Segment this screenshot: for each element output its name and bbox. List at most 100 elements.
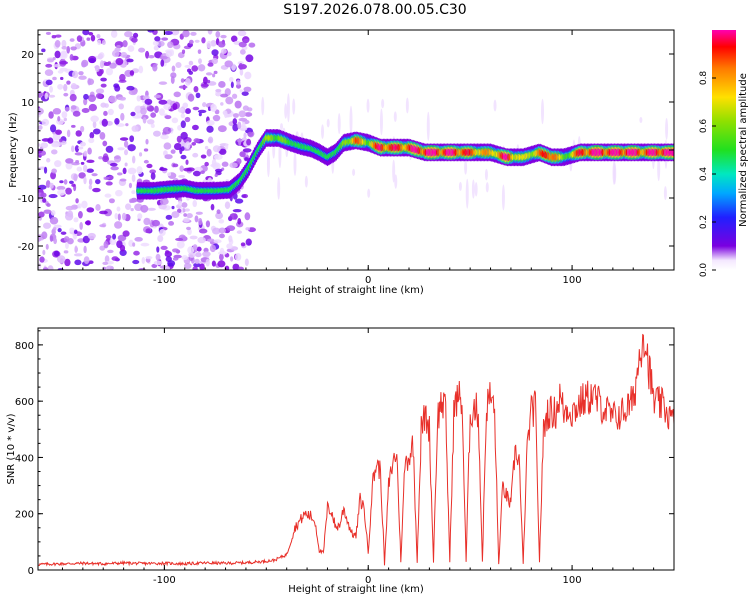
noise-blob — [77, 203, 82, 209]
noise-blob — [69, 38, 75, 42]
noise-blob — [246, 107, 253, 112]
noise-blob — [237, 30, 247, 37]
noise-blob — [70, 145, 75, 153]
noise-blob — [154, 105, 159, 114]
noise-blob — [158, 204, 167, 210]
noise-blob — [170, 149, 176, 154]
noise-blob — [96, 34, 101, 39]
noise-blob — [82, 235, 90, 244]
noise-blob — [109, 238, 117, 246]
noise-blob — [234, 100, 242, 109]
noise-blob — [105, 234, 112, 240]
noise-blob — [246, 138, 252, 146]
noise-blob — [145, 138, 149, 145]
noise-blob — [161, 37, 169, 41]
noise-blob — [163, 103, 172, 111]
noise-blob — [84, 220, 91, 225]
faint-streak — [366, 98, 370, 113]
faint-streak — [352, 168, 356, 176]
colorbar-tick-label: 0.4 — [699, 167, 709, 182]
noise-blob — [151, 219, 161, 227]
noise-blob — [177, 107, 185, 113]
noise-blob — [119, 73, 126, 82]
colorbar-gradient — [712, 30, 736, 270]
noise-blob — [105, 145, 114, 153]
noise-blob — [129, 70, 135, 76]
noise-blob — [81, 108, 90, 113]
noise-blob — [231, 93, 238, 99]
noise-blob — [49, 85, 53, 93]
noise-blob — [147, 207, 156, 211]
noise-blob — [117, 172, 123, 176]
noise-blob — [130, 207, 134, 212]
noise-blob — [73, 253, 83, 257]
noise-blob — [153, 45, 159, 51]
noise-blob — [172, 102, 178, 111]
noise-blob — [171, 65, 176, 72]
noise-blob — [245, 227, 251, 231]
noise-blob — [92, 120, 97, 129]
noise-blob — [198, 228, 208, 234]
noise-blob — [144, 98, 153, 105]
noise-blob — [186, 226, 191, 231]
noise-blob — [138, 65, 144, 74]
noise-blob — [49, 182, 54, 189]
noise-blob — [194, 39, 200, 43]
noise-blob — [171, 205, 175, 210]
noise-blob — [211, 57, 219, 65]
noise-blob — [40, 192, 47, 198]
noise-blob — [65, 241, 69, 249]
noise-blob — [155, 253, 161, 261]
noise-blob — [182, 30, 190, 38]
noise-blob — [183, 217, 190, 223]
noise-blob — [131, 174, 136, 183]
colorbar-label: Normalized spectral amplitude — [738, 73, 749, 227]
noise-blob — [78, 71, 84, 76]
noise-blob — [92, 187, 101, 193]
noise-blob — [121, 212, 127, 221]
faint-streak — [392, 159, 396, 183]
noise-blob — [38, 125, 43, 130]
noise-blob — [145, 50, 150, 59]
noise-blob — [146, 163, 153, 169]
noise-blob — [105, 181, 113, 186]
noise-blob — [192, 199, 198, 208]
noise-blob — [70, 105, 77, 110]
noise-blob — [99, 245, 106, 251]
noise-blob — [180, 78, 185, 83]
noise-blob — [229, 213, 238, 220]
noise-blob — [150, 112, 157, 118]
spectrogram-y-tick-label: -20 — [18, 242, 34, 253]
noise-blob — [59, 60, 68, 65]
noise-blob — [48, 194, 58, 199]
noise-blob — [74, 259, 82, 266]
noise-blob — [132, 242, 136, 247]
noise-blob — [188, 252, 196, 258]
noise-blob — [51, 168, 57, 174]
noise-blob — [99, 224, 106, 228]
noise-blob — [78, 75, 87, 80]
snr-series-line — [38, 333, 674, 567]
noise-blob — [212, 114, 221, 122]
noise-blob — [164, 115, 172, 120]
noise-blob — [129, 135, 135, 143]
noise-blob — [194, 258, 200, 265]
noise-blob — [195, 252, 202, 258]
noise-blob — [47, 265, 54, 270]
noise-blob — [73, 217, 79, 223]
snr-y-tick-label: 200 — [15, 510, 34, 521]
noise-blob — [103, 110, 108, 116]
noise-blob — [40, 142, 49, 149]
noise-blob — [86, 168, 94, 173]
noise-blob — [160, 134, 169, 140]
noise-blob — [95, 88, 105, 94]
noise-blob — [100, 102, 107, 108]
noise-blob — [210, 203, 215, 211]
noise-blob — [43, 267, 49, 270]
noise-blob — [73, 229, 78, 234]
noise-blob — [215, 88, 222, 93]
noise-blob — [114, 117, 120, 125]
noise-blob — [77, 210, 83, 219]
noise-blob — [143, 159, 149, 164]
